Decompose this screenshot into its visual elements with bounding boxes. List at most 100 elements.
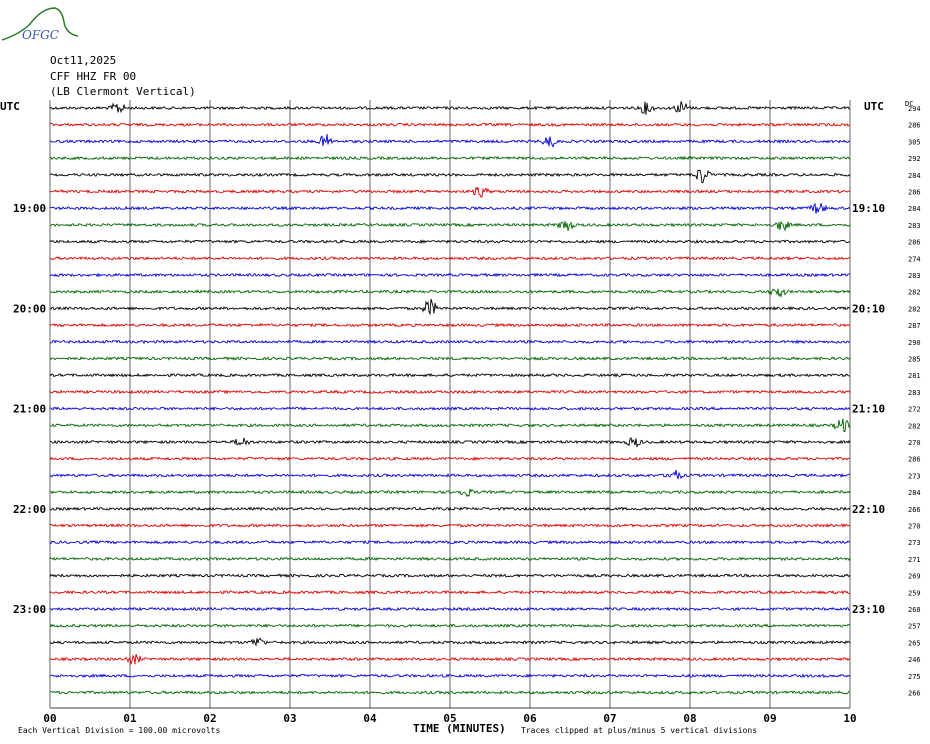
logo-graphic [1, 7, 79, 41]
dc-offset-label: 282 [908, 289, 921, 297]
dc-offset-label: 283 [908, 389, 921, 397]
header-location: (LB Clermont Vertical) [50, 85, 196, 98]
logo-mountain [1, 7, 79, 41]
header-station: CFF HHZ FR 00 [50, 70, 137, 83]
x-tick-label: 09 [763, 712, 776, 725]
seismic-trace [49, 456, 851, 462]
dc-offset-label: 285 [908, 356, 921, 364]
dc-offset-label: 286 [908, 456, 921, 464]
dc-offset-label: 271 [908, 556, 921, 564]
right-hour-label: 23:10 [852, 603, 885, 616]
seismic-trace [49, 155, 851, 161]
seismic-trace [49, 356, 851, 361]
logo-text: OFGC [22, 28, 59, 42]
right-utc-label: UTC [864, 100, 884, 113]
x-tick-label: 04 [363, 712, 377, 725]
logo: OFGC [0, 4, 80, 44]
seismic-trace [49, 298, 851, 316]
x-tick-label: 07 [603, 712, 616, 725]
dc-offset-label: 266 [908, 690, 921, 698]
x-tick-label: 06 [523, 712, 537, 725]
left-utc-label: UTC [0, 100, 20, 113]
dc-offset-label: 290 [908, 339, 921, 347]
x-tick-label: 05 [443, 712, 456, 725]
trace-layer [49, 101, 851, 695]
dc-offset-label: 287 [908, 322, 921, 330]
x-tick-label: 03 [283, 712, 296, 725]
dc-offset-label: 286 [908, 122, 921, 130]
dc-offset-label: 281 [908, 372, 921, 380]
dc-offset-label: 283 [908, 222, 921, 230]
left-hour-label: 21:00 [13, 403, 46, 416]
dc-offset-label: 268 [908, 606, 921, 614]
seismic-trace [49, 101, 851, 115]
seismic-trace [49, 523, 851, 529]
dc-offset-label: 286 [908, 239, 921, 247]
dc-offset-label: 283 [908, 272, 921, 280]
x-tick-label: 00 [43, 712, 56, 725]
x-tick-label: 08 [683, 712, 696, 725]
seismic-trace [49, 134, 851, 148]
seismic-trace [49, 623, 851, 629]
left-hour-label: 23:00 [13, 603, 46, 616]
clip-note: Traces clipped at plus/minus 5 vertical … [521, 726, 757, 735]
left-hour-label: 20:00 [13, 302, 46, 315]
dc-offset-label: 282 [908, 305, 921, 313]
dc-offset-label: 286 [908, 189, 921, 197]
seismic-trace [49, 673, 851, 679]
right-hour-label: 21:10 [852, 403, 885, 416]
seismic-trace [49, 488, 851, 498]
dc-offset-label: 282 [908, 422, 921, 430]
seismic-trace [49, 589, 851, 595]
dc-offset-label: 284 [908, 489, 921, 497]
seismic-trace [49, 654, 851, 666]
seismic-trace [49, 272, 851, 278]
seismic-trace [49, 506, 851, 512]
dc-offset-label: 292 [908, 155, 921, 163]
dc-offset-label: 257 [908, 623, 921, 631]
header-date: Oct11,2025 [50, 54, 117, 67]
seismic-trace [49, 186, 851, 198]
dc-label: DC [905, 100, 913, 108]
dc-offset-label: 274 [908, 255, 921, 263]
seismic-trace [49, 255, 851, 261]
right-hour-label: 22:10 [852, 503, 885, 516]
dc-offset-label: 246 [908, 656, 921, 664]
x-axis-label: TIME (MINUTES) [413, 722, 506, 735]
x-tick-label: 01 [123, 712, 137, 725]
scale-note: Each Vertical Division = 100.00 microvol… [18, 726, 220, 735]
seismic-trace [49, 436, 851, 448]
dc-offset-label: 284 [908, 205, 921, 213]
left-hour-label: 19:00 [13, 202, 46, 215]
grid-layer [49, 100, 851, 709]
dc-offset-label: 269 [908, 573, 921, 581]
seismic-trace [49, 469, 851, 480]
dc-offset-label: 273 [908, 539, 921, 547]
seismic-trace [49, 169, 851, 184]
dc-offset-label: 294 [908, 105, 921, 113]
dc-offset-label: 270 [908, 523, 921, 531]
dc-offset-label: 273 [908, 472, 921, 480]
seismic-trace [49, 220, 851, 232]
seismic-trace [49, 418, 851, 433]
x-tick-label: 10 [843, 712, 856, 725]
seismic-trace [49, 690, 851, 695]
dc-offset-label: 284 [908, 172, 921, 180]
seismic-trace [49, 122, 851, 128]
seismic-trace [49, 202, 851, 214]
label-layer: 00 01 02 03 04 05 06 07 08 09 10 294 286 305 292 284 286… [13, 105, 921, 725]
dc-offset-label: 270 [908, 439, 921, 447]
seismic-trace [49, 556, 851, 562]
seismic-trace [49, 606, 851, 612]
right-hour-label: 19:10 [852, 202, 885, 215]
seismic-trace [49, 288, 851, 299]
dc-offset-label: 275 [908, 673, 921, 681]
seismic-trace [49, 573, 851, 578]
dc-offset-label: 305 [908, 138, 921, 146]
dc-offset-label: 272 [908, 406, 921, 414]
dc-offset-label: 266 [908, 506, 921, 514]
x-tick-label: 02 [203, 712, 216, 725]
seismic-trace [49, 406, 851, 411]
seismic-trace [49, 539, 851, 545]
seismic-trace [49, 389, 851, 395]
